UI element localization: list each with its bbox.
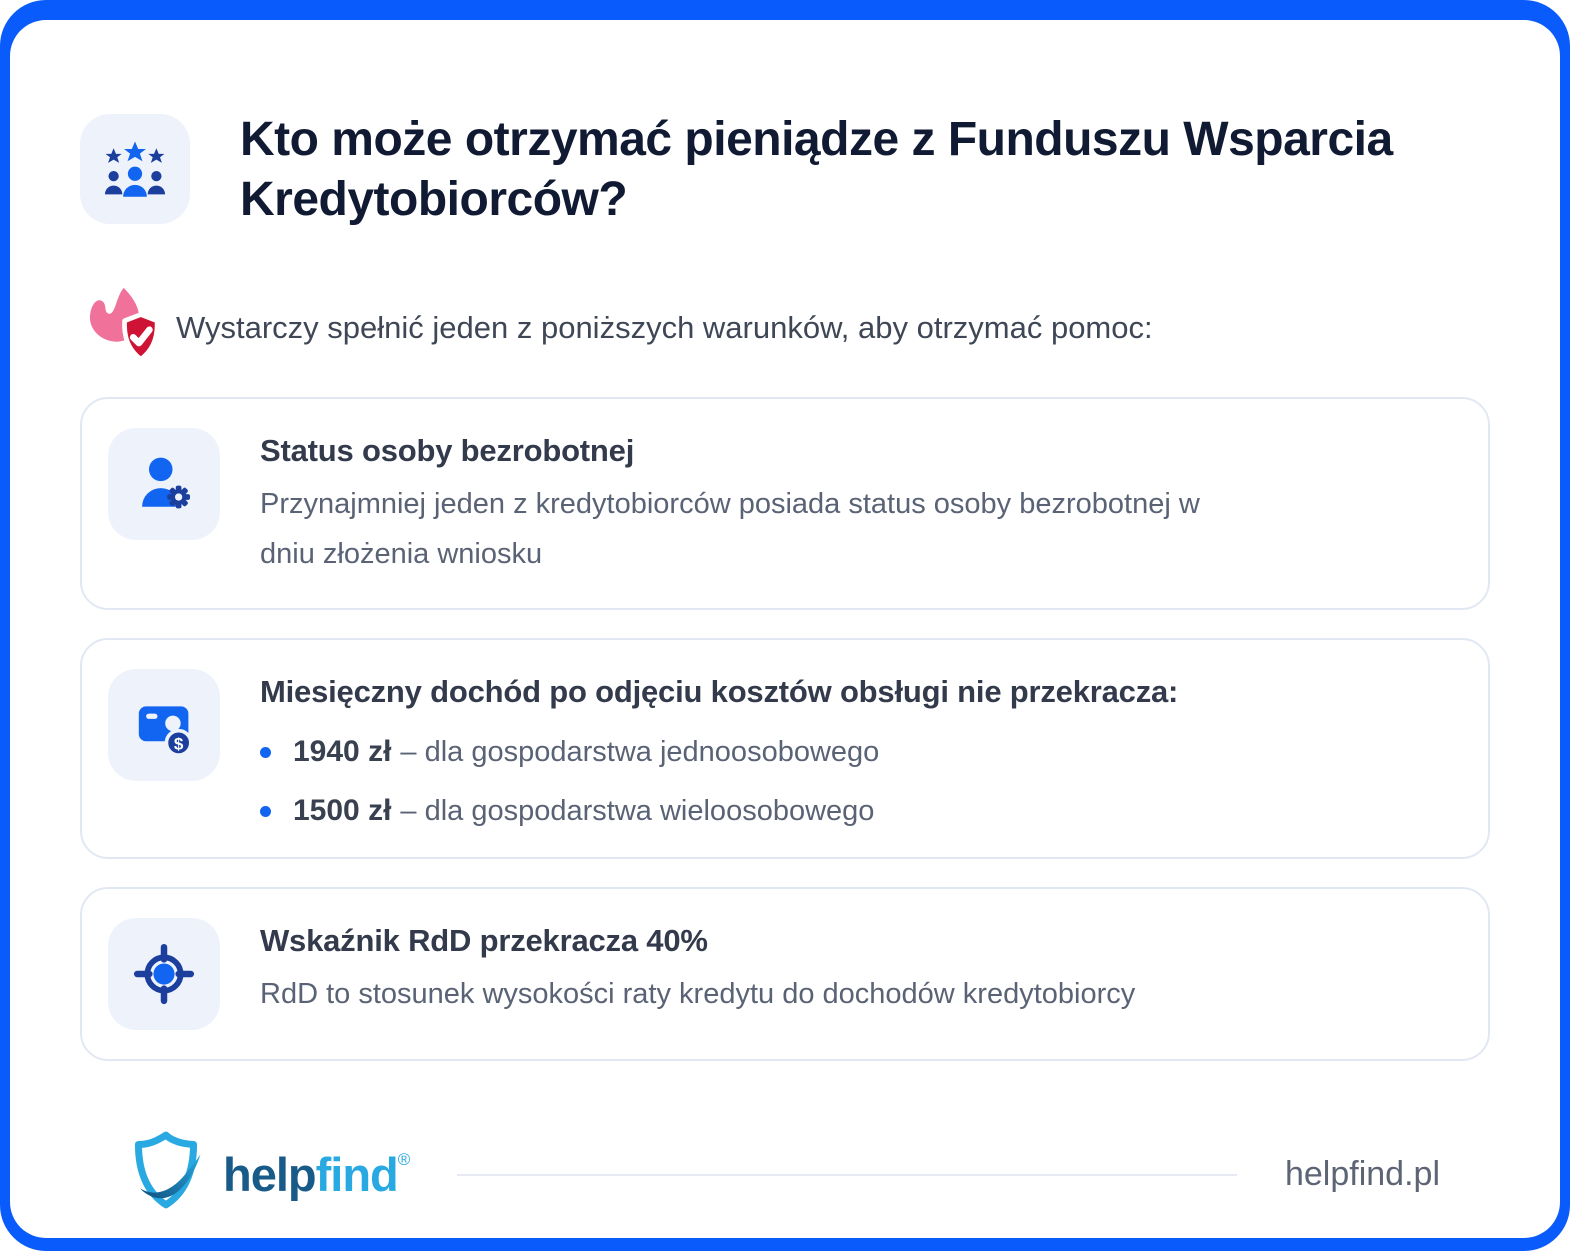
- condition-title: Wskaźnik RdD przekracza 40%: [260, 923, 708, 958]
- intro-row: Wystarczy spełnić jeden z poniższych war…: [70, 286, 1490, 369]
- user-gear-icon: [108, 428, 220, 540]
- bullet-dot-icon: [260, 805, 271, 817]
- svg-text:$: $: [174, 734, 184, 753]
- condition-card-rdd: Wskaźnik RdD przekracza 40% RdD to stosu…: [80, 887, 1490, 1061]
- condition-title: Miesięczny dochód po odjęciu kosztów obs…: [260, 674, 1179, 709]
- page-title: Kto może otrzymać pieniądze z Funduszu W…: [240, 113, 1393, 226]
- condition-card-income: $ Miesięczny dochód po odjęciu kosztów o…: [80, 638, 1490, 859]
- site-url: helpfind.pl: [1284, 1155, 1440, 1193]
- flame-shield-check-icon: [70, 286, 166, 369]
- income-bullet-multi: 1500 zł – dla gospodarstwa wieloosoboweg…: [260, 794, 1178, 828]
- logo-wordmark: helpfind®: [223, 1147, 410, 1202]
- income-bullet-single: 1940 zł – dla gospodarstwa jednoosoboweg…: [260, 735, 1178, 769]
- helpfind-logo: helpfind®: [125, 1129, 410, 1220]
- footer: helpfind® helpfind.pl: [80, 1129, 1490, 1220]
- header: Kto może otrzymać pieniądze z Funduszu W…: [80, 110, 1490, 230]
- condition-title: Status osoby bezrobotnej: [260, 433, 635, 468]
- income-threshold-label: – dla gospodarstwa wieloosobowego: [400, 794, 875, 827]
- income-threshold-value: 1940 zł: [293, 735, 392, 768]
- condition-description: Przynajmniej jeden z kredytobiorców posi…: [260, 488, 1200, 570]
- target-icon: [108, 918, 220, 1030]
- bullet-dot-icon: [260, 746, 271, 758]
- condition-description: RdD to stosunek wysokości raty kredytu d…: [260, 978, 1136, 1010]
- income-threshold-label: – dla gospodarstwa jednoosobowego: [400, 735, 880, 768]
- money-icon: $: [108, 669, 220, 781]
- condition-card-unemployed: Status osoby bezrobotnej Przynajmniej je…: [80, 397, 1490, 610]
- content-surface: Kto może otrzymać pieniądze z Funduszu W…: [10, 20, 1560, 1238]
- logo-text-help: help: [223, 1148, 317, 1201]
- footer-divider: [457, 1173, 1237, 1176]
- income-threshold-value: 1500 zł: [293, 794, 392, 827]
- intro-text: Wystarczy spełnić jeden z poniższych war…: [176, 309, 1153, 345]
- logo-text-find: find: [315, 1148, 399, 1201]
- team-rating-icon: [80, 114, 190, 224]
- shield-check-logo-icon: [125, 1129, 207, 1220]
- registered-trademark-mark: ®: [397, 1150, 410, 1169]
